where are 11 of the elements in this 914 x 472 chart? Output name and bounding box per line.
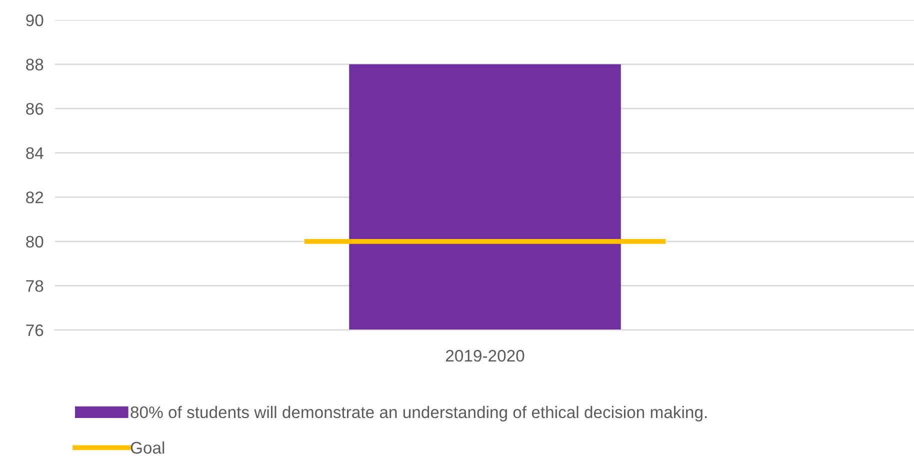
y-tick-label: 80 xyxy=(26,236,44,248)
x-tick-label: 2019-2020 xyxy=(446,350,524,362)
legend-label: Goal xyxy=(130,441,164,454)
y-tick-label: 76 xyxy=(26,324,44,336)
y-tick-label: 78 xyxy=(26,280,44,292)
y-tick-label: 82 xyxy=(26,192,44,204)
y-tick-label: 88 xyxy=(26,58,44,70)
y-tick-label: 84 xyxy=(26,147,44,160)
y-tick-label: 86 xyxy=(26,102,44,115)
legend-label: 80% of students will demonstrate an understanding of ethical decision making. xyxy=(130,406,707,422)
y-tick-label: 90 xyxy=(26,14,44,26)
